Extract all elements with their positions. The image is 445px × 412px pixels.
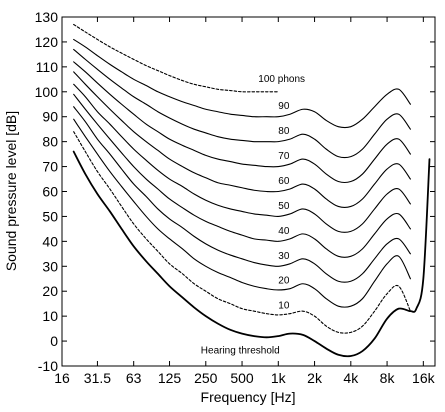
- curve-label: 10: [278, 301, 290, 312]
- y-tick-label: 120: [35, 34, 59, 50]
- curve-label: 40: [278, 226, 290, 237]
- curve-hearing-threshold: [72, 150, 431, 358]
- y-tick-label: 70: [42, 159, 58, 175]
- x-tick-label: 250: [194, 370, 218, 386]
- x-tick-label: 16k: [412, 370, 436, 386]
- y-tick-label: 100: [35, 84, 59, 100]
- curve-label: 90: [278, 101, 290, 112]
- curve-label: 50: [278, 201, 290, 212]
- x-tick-label: 63: [126, 370, 142, 386]
- curve-70: [73, 61, 411, 184]
- x-tick-label: 16: [54, 370, 70, 386]
- curve-100-phons: [73, 23, 279, 93]
- curve-90: [73, 38, 411, 129]
- y-tick-label: 80: [42, 134, 58, 150]
- y-axis-title: Sound pressure level [dB]: [3, 111, 19, 271]
- y-tick-label: 110: [36, 59, 59, 75]
- y-tick-label: 50: [42, 208, 58, 224]
- y-tick-label: -10: [38, 358, 58, 374]
- x-axis: 16 31.5 63 125 250 500 1k 2k 4k 8k 16k: [54, 17, 436, 386]
- y-tick-label: 90: [42, 109, 58, 125]
- y-tick-label: 20: [42, 283, 58, 299]
- y-axis: -10 0 10 20 30 40 50 60 70 80 90 100 110 120 130: [35, 9, 435, 374]
- x-tick-label: 125: [158, 370, 182, 386]
- curve-label: 80: [278, 126, 290, 137]
- y-tick-label: 60: [42, 184, 58, 200]
- curve-labels: 100 phons 90 80 70 60 50 40 30 20 10 Hearing thres…: [201, 74, 305, 357]
- curve-60: [73, 71, 411, 208]
- x-axis-title: Frequency [Hz]: [201, 389, 296, 405]
- curve-20: [73, 118, 411, 308]
- curve-label: 60: [278, 176, 290, 187]
- y-tick-label: 10: [42, 308, 58, 324]
- x-tick-label: 31.5: [84, 370, 111, 386]
- x-tick-label: 8k: [380, 370, 396, 386]
- x-tick-label: 1k: [271, 370, 287, 386]
- curve-label: 70: [278, 151, 290, 162]
- y-tick-label: 130: [35, 9, 59, 25]
- curve-label: 30: [278, 251, 290, 262]
- curve-label: 20: [278, 276, 290, 287]
- curves: [72, 23, 431, 358]
- y-tick-label: 30: [42, 258, 58, 274]
- curve-50: [73, 83, 411, 233]
- curve-label: 100 phons: [258, 74, 305, 85]
- x-tick-label: 2k: [307, 370, 323, 386]
- curve-label: Hearing threshold: [201, 346, 280, 357]
- x-tick-label: 500: [230, 370, 254, 386]
- x-tick-label: 4k: [343, 370, 359, 386]
- curve-30: [73, 106, 411, 283]
- y-tick-label: 40: [42, 233, 58, 249]
- curve-10: [73, 131, 411, 334]
- y-tick-label: 0: [50, 333, 58, 349]
- curve-40: [73, 93, 411, 258]
- curve-80: [73, 48, 411, 159]
